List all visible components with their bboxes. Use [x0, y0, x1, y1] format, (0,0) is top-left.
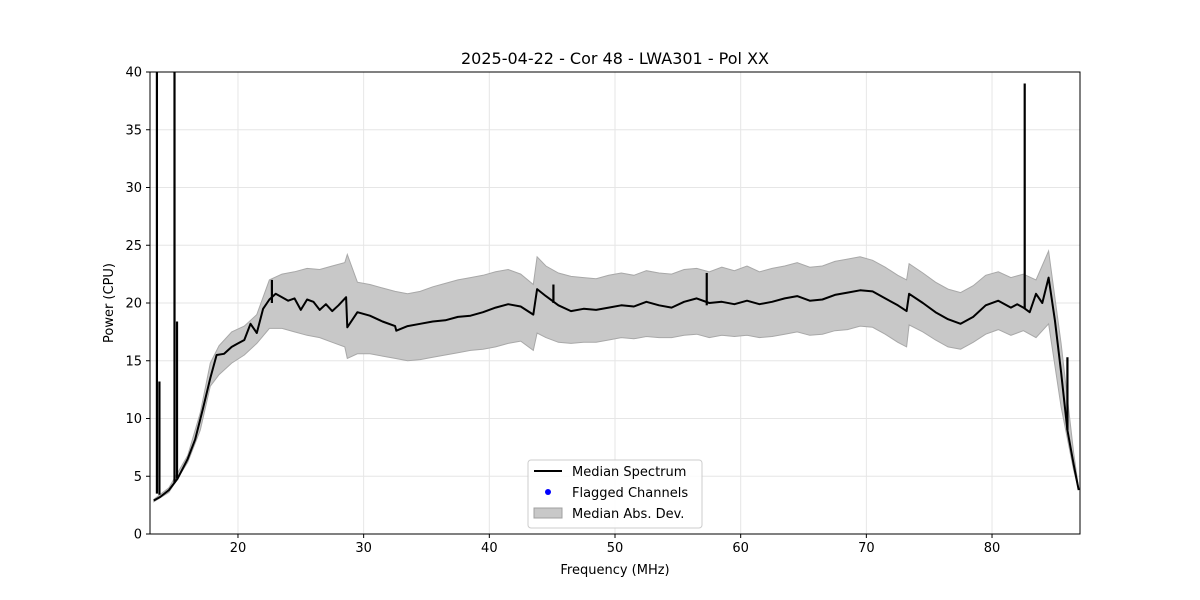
y-tick-label: 35: [125, 123, 142, 138]
chart-title: 2025-04-22 - Cor 48 - LWA301 - Pol XX: [461, 49, 769, 68]
legend-mad-label: Median Abs. Dev.: [572, 507, 684, 522]
median-spectrum-line: [153, 276, 1080, 502]
legend-box: [527, 459, 703, 529]
y-tick-label: 0: [134, 528, 142, 543]
y-axis: 0 5 10 15 20 25 30 35 40: [125, 66, 150, 543]
x-tick-label: 30: [355, 541, 372, 556]
x-tick-label: 20: [230, 541, 247, 556]
x-tick-label: 70: [858, 541, 875, 556]
y-tick-label: 40: [125, 66, 142, 81]
median-line-group: [153, 72, 1080, 502]
y-tick-label: 20: [125, 297, 142, 312]
y-axis-label: Power (CPU): [102, 263, 117, 343]
legend-flagged-swatch: [545, 489, 551, 495]
y-tick-label: 30: [125, 181, 142, 196]
x-tick-label: 60: [732, 541, 749, 556]
legend: Median Spectrum Flagged Channels Median …: [527, 459, 703, 529]
x-tick-label: 50: [607, 541, 624, 556]
x-tick-label: 40: [481, 541, 498, 556]
y-tick-label: 5: [134, 470, 142, 485]
x-tick-label: 80: [984, 541, 1001, 556]
y-tick-label: 10: [125, 412, 142, 427]
x-axis: 20 30 40 50 60 70 80: [230, 534, 1001, 556]
legend-flagged-label: Flagged Channels: [572, 486, 688, 501]
legend-median-label: Median Spectrum: [572, 465, 686, 480]
y-tick-label: 25: [125, 239, 142, 254]
legend-mad-swatch: [533, 507, 563, 519]
x-axis-label: Frequency (MHz): [560, 563, 669, 578]
y-tick-label: 15: [125, 354, 142, 369]
